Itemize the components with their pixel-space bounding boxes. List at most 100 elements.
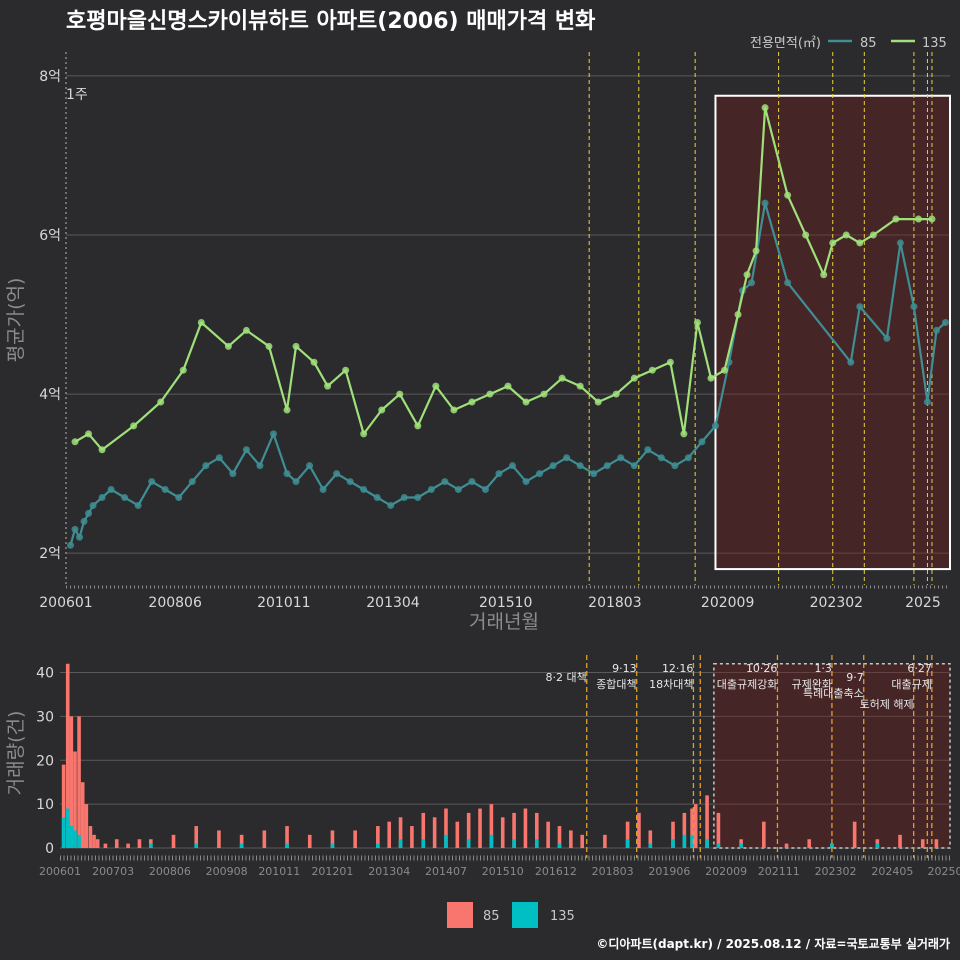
bottom-legend: 85 135 (447, 902, 575, 928)
bar-85-5 (80, 782, 85, 848)
bar-135-13 (421, 839, 426, 848)
bar-85-20 (285, 826, 289, 848)
data-point-85-42 (576, 462, 584, 470)
data-point-135-9 (265, 342, 273, 350)
bar-85-13 (137, 839, 142, 848)
data-point-135-14 (342, 366, 350, 374)
bar-85-40 (557, 826, 562, 848)
top-x-tick-label-0: 200601 (39, 595, 92, 611)
bar-135-9 (285, 843, 289, 848)
bar-135-14 (444, 834, 448, 848)
data-point-85-34 (468, 478, 476, 486)
top-annotation: 1주 (66, 87, 88, 103)
data-point-85-27 (373, 493, 381, 501)
bar-85-15 (171, 834, 176, 848)
bar-85-25 (387, 821, 392, 848)
bar-135-19 (557, 843, 562, 848)
bar-85-27 (410, 826, 414, 848)
top-x-tick-label-7: 202302 (810, 595, 863, 611)
bottom-x-tick-label-6: 201304 (368, 865, 410, 878)
bar-85-6 (84, 804, 89, 848)
bar-135-4 (77, 834, 81, 848)
top-series-marks (67, 104, 949, 549)
bar-85-49 (690, 808, 694, 848)
data-point-85-33 (454, 486, 462, 494)
bar-85-7 (88, 826, 93, 848)
policy-label-2-1: 18차대책 (649, 678, 693, 691)
data-point-85-4 (85, 509, 93, 517)
bar-85-60 (898, 834, 902, 848)
bar-85-58 (852, 821, 857, 848)
bar-135-3 (73, 830, 77, 848)
bar-135-27 (739, 843, 743, 848)
data-point-135-7 (224, 342, 232, 350)
bar-85-23 (353, 830, 357, 848)
bar-85-32 (466, 812, 471, 848)
bar-135-6 (149, 843, 153, 848)
bar-85-39 (546, 821, 550, 848)
bar-85-11 (114, 839, 119, 848)
policy-label-6-0: 토허제 해제 (860, 697, 914, 711)
data-point-135-20 (450, 406, 458, 414)
data-point-135-32 (666, 358, 674, 366)
top-y-tick-label-2: 6억 (39, 228, 61, 244)
top-legend: 전용면적(㎡) 85 135 (750, 36, 947, 51)
data-point-85-0 (67, 541, 75, 549)
data-point-135-8 (242, 326, 250, 334)
data-point-85-61 (896, 239, 904, 247)
bar-85-38 (534, 812, 539, 848)
data-point-135-46 (856, 239, 864, 247)
bottom-legend-label-135: 135 (550, 909, 575, 924)
bar-135-18 (534, 839, 539, 848)
bar-85-12 (126, 843, 130, 848)
bar-85-9 (95, 839, 100, 848)
data-point-85-5 (89, 501, 97, 509)
data-point-135-34 (693, 318, 701, 326)
top-legend-label-135: 135 (922, 36, 947, 51)
data-point-135-1 (85, 430, 93, 438)
data-point-85-58 (847, 358, 855, 366)
data-point-135-42 (802, 231, 810, 239)
data-point-135-22 (486, 390, 494, 398)
bottom-x-tick-label-10: 201803 (592, 865, 634, 878)
data-point-135-30 (630, 374, 638, 382)
bar-85-8 (92, 834, 96, 848)
data-point-85-64 (932, 326, 940, 334)
data-point-85-60 (883, 334, 891, 342)
data-point-135-47 (869, 231, 877, 239)
bottom-legend-swatch-135 (512, 902, 538, 928)
bar-135-2 (69, 826, 74, 848)
bottom-y-tick-label-1: 10 (36, 797, 54, 813)
data-point-85-65 (941, 318, 949, 326)
bar-85-18 (239, 834, 244, 848)
data-point-85-39 (536, 470, 544, 478)
data-point-85-25 (346, 478, 354, 486)
data-point-135-15 (360, 430, 368, 438)
data-point-85-29 (400, 493, 408, 501)
policy-label-7-1: 대출규제 (891, 678, 931, 691)
bottom-x-tick-label-9: 201612 (535, 865, 577, 878)
bar-85-4 (77, 716, 81, 848)
data-point-135-45 (842, 231, 850, 239)
bar-85-43 (603, 834, 607, 848)
top-x-tick-label-3: 201304 (366, 595, 420, 611)
bar-85-44 (625, 821, 630, 848)
data-point-135-48 (892, 215, 900, 223)
bar-85-1 (65, 663, 70, 848)
policy-label-3-1: 대출규제강화 (717, 678, 778, 691)
data-point-135-2 (98, 446, 106, 454)
data-point-85-13 (188, 478, 196, 486)
bar-85-62 (934, 839, 939, 848)
bar-85-24 (376, 826, 380, 848)
data-point-85-21 (292, 478, 300, 486)
data-point-85-46 (630, 462, 638, 470)
data-point-135-26 (558, 374, 566, 382)
policy-label-5-0: 9·7 (846, 671, 864, 684)
bar-135-30 (875, 843, 880, 848)
credit-text: ©디아파트(dapt.kr) / 2025.08.12 / 자료=국토교통부 실… (596, 936, 950, 951)
top-x-tick-label-2: 201011 (257, 595, 310, 611)
bottom-x-tick-label-0: 200601 (39, 865, 81, 878)
bar-135-7 (194, 843, 199, 848)
